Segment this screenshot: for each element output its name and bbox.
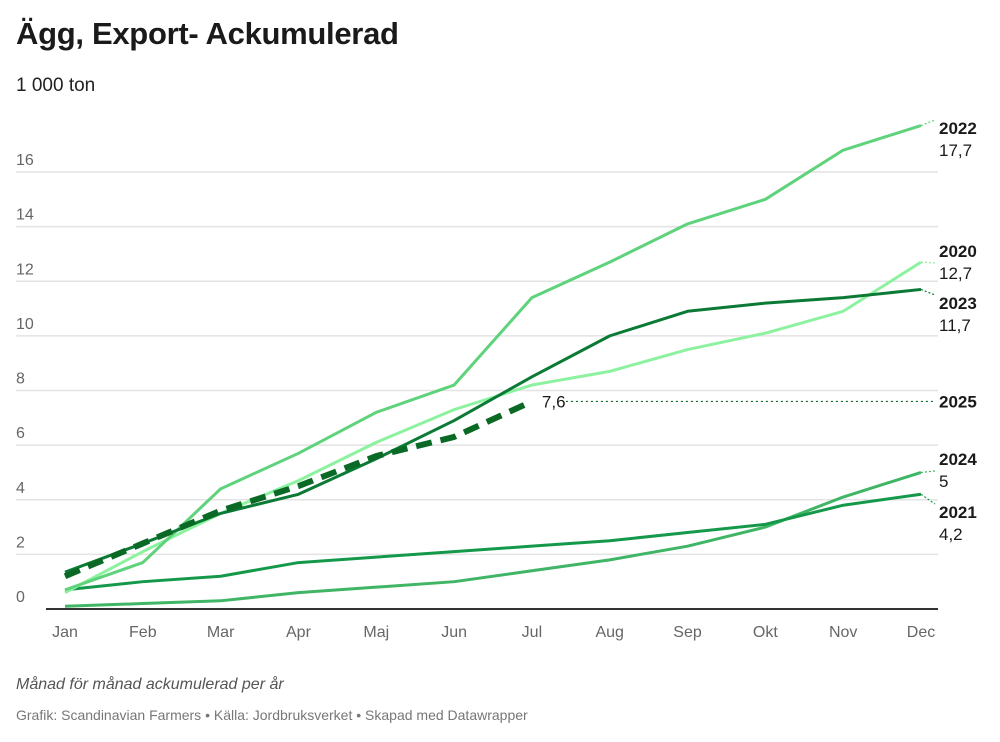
x-tick-label: Jun: [441, 624, 467, 641]
series-line-2023: [64, 287, 922, 574]
y-tick-label: 4: [16, 480, 25, 497]
y-tick-label: 2: [16, 534, 25, 551]
y-tick-label: 6: [16, 425, 25, 442]
y-tick-label: 10: [16, 316, 34, 333]
x-tick-label: Apr: [286, 624, 312, 641]
chart-footer: Grafik: Scandinavian Farmers • Källa: Jo…: [16, 707, 528, 723]
x-tick-label: Maj: [363, 624, 389, 641]
series-label-2022: 2022: [939, 119, 977, 138]
x-tick-label: Okt: [753, 624, 778, 641]
y-tick-label: 12: [16, 261, 34, 278]
label-leader: [920, 261, 936, 264]
chart-title: Ägg, Export- Ackumulerad: [16, 16, 399, 51]
data-label-2020: 12,7: [939, 264, 972, 283]
x-tick-label: Aug: [595, 624, 623, 641]
y-tick-label: 14: [16, 207, 34, 224]
series-line-2021: [64, 492, 922, 592]
y-tick-label: 16: [16, 152, 34, 169]
y-tick-label: 8: [16, 371, 25, 388]
series-label-2023: 2023: [939, 294, 977, 313]
chart-notes: Månad för månad ackumulerad per år: [16, 676, 284, 693]
x-tick-label: Dec: [907, 624, 935, 641]
x-tick-label: Sep: [673, 624, 702, 641]
label-leader: [920, 288, 936, 296]
series-label-2025: 2025: [939, 392, 977, 411]
data-label-2024: 5: [939, 472, 948, 491]
data-label-2022: 17,7: [939, 141, 972, 160]
series-line-2024: [64, 471, 922, 608]
series-line-2025: [63, 398, 534, 579]
series-label-2021: 2021: [939, 503, 977, 522]
series-line-2020: [64, 260, 922, 594]
label-leader: [920, 119, 936, 127]
data-label-2025: 7,6: [542, 392, 566, 411]
series-label-2024: 2024: [939, 450, 977, 469]
chart-subtitle: 1 000 ton: [16, 75, 96, 96]
x-tick-label: Jan: [52, 624, 78, 641]
y-tick-label: 0: [16, 589, 25, 606]
x-tick-label: Mar: [207, 624, 235, 641]
data-label-2023: 11,7: [939, 316, 971, 335]
series-line-2022: [64, 124, 922, 592]
x-tick-label: Nov: [829, 624, 857, 641]
label-leader: [920, 493, 936, 505]
series-label-2020: 2020: [939, 242, 977, 261]
x-tick-label: Feb: [129, 624, 157, 641]
data-label-2021: 4,2: [939, 525, 963, 544]
x-tick-label: Jul: [522, 624, 542, 641]
label-leader: [920, 470, 936, 474]
